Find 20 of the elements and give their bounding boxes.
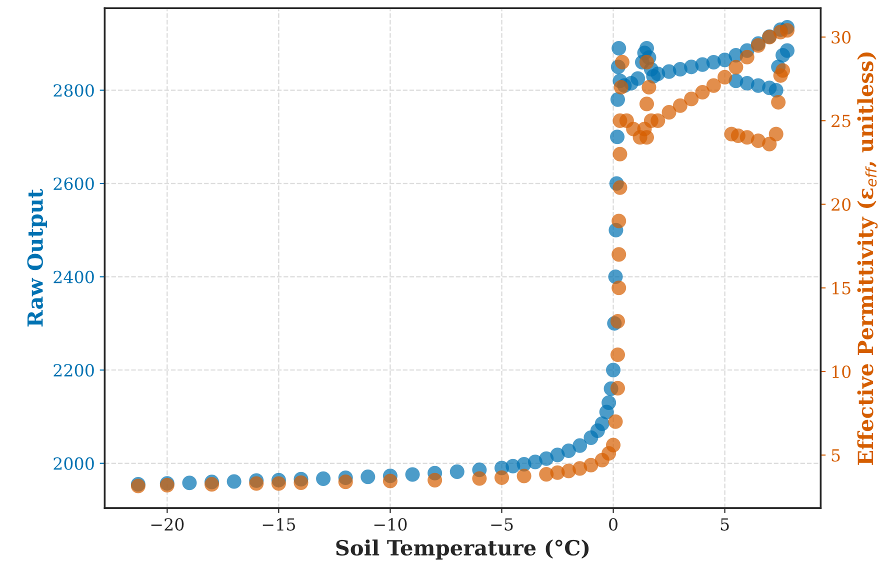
y2-tick-label: 5 [832,449,840,462]
y2-tick-label: 15 [832,282,850,294]
y-axis-title: Raw Output [27,188,48,326]
x-tick-label: −20 [151,518,184,531]
y-tick-label: 2000 [54,457,94,470]
y2-tick-label: 10 [832,365,851,378]
y-tick-label: 2800 [54,84,94,97]
x-tick-label: −15 [262,518,295,531]
x-tick-label: 5 [720,518,729,531]
y-tick-label: 2600 [54,177,94,190]
y-tick-label: 2200 [54,364,94,377]
y2-axis-title: Effective Permittivity (ε$_{eff}$, unitless) [857,52,878,465]
x-tick-label: −10 [374,518,407,531]
y-tick-label: 2400 [54,270,94,284]
x-tick-label: 0 [609,518,618,531]
y2-tick-label: 25 [832,114,850,128]
y2-tick-label: 20 [832,198,851,211]
x-tick-label: −5 [491,518,513,531]
y2-tick-label: 30 [832,31,851,44]
x-axis-title: Soil Temperature (°C) [336,539,589,560]
